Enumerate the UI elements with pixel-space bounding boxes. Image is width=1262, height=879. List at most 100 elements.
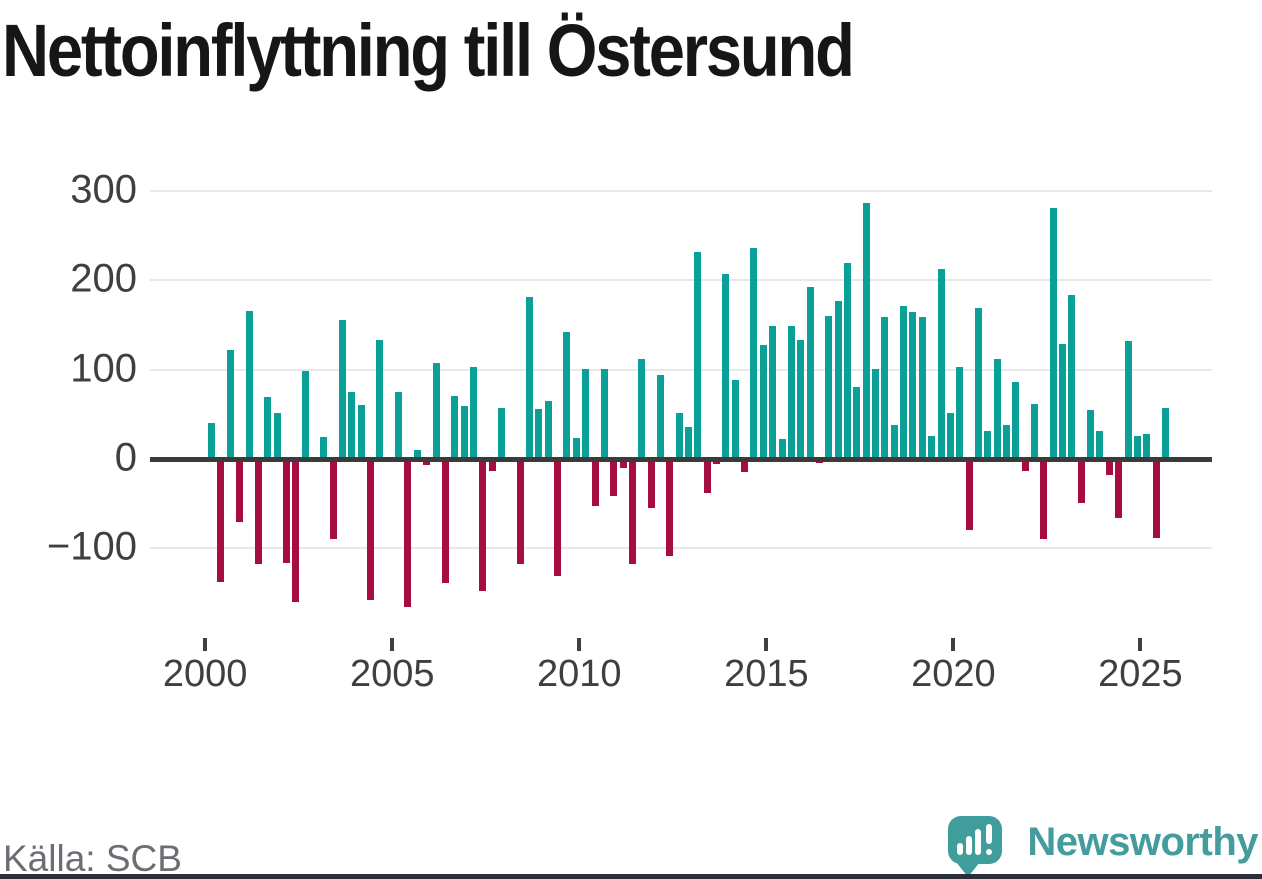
logo-exclamation-dot xyxy=(986,849,992,855)
data-bar xyxy=(881,316,889,459)
data-bar xyxy=(965,459,973,530)
data-bar xyxy=(890,425,898,459)
data-bar xyxy=(806,287,814,459)
x-axis-tick-mark xyxy=(764,638,769,651)
data-bar xyxy=(769,325,777,459)
y-axis-tick-label: 0 xyxy=(114,435,137,480)
data-bar xyxy=(1143,433,1151,459)
data-bar xyxy=(469,366,477,459)
data-bar xyxy=(367,459,375,601)
data-bar xyxy=(918,316,926,459)
logo-bar-icon xyxy=(957,843,963,855)
data-bar xyxy=(376,340,384,459)
data-bar xyxy=(1087,409,1095,459)
data-bar xyxy=(619,459,627,468)
data-bar xyxy=(900,306,908,459)
data-bar xyxy=(928,435,936,459)
data-bar xyxy=(675,413,683,459)
x-axis-tick-label: 2025 xyxy=(1098,653,1183,695)
x-axis-tick-label: 2000 xyxy=(162,653,248,695)
data-bar xyxy=(731,380,739,459)
y-gridline xyxy=(150,547,1212,550)
data-bar xyxy=(236,459,244,522)
data-bar xyxy=(526,297,534,459)
data-bar xyxy=(1021,459,1029,471)
data-bar xyxy=(563,332,571,459)
data-bar xyxy=(1133,435,1141,459)
data-bar xyxy=(1002,425,1010,459)
logo-speech-tail xyxy=(956,862,980,877)
data-bar xyxy=(264,397,272,459)
data-bar xyxy=(339,320,347,459)
data-bar xyxy=(1115,459,1123,518)
x-axis-tick-label: 2005 xyxy=(349,653,435,695)
data-bar xyxy=(825,315,833,459)
data-bar xyxy=(1105,459,1113,476)
logo-bar-icon xyxy=(975,829,981,855)
data-bar xyxy=(750,248,758,459)
data-bar xyxy=(759,344,767,459)
x-axis-tick-mark xyxy=(1138,638,1143,651)
data-bar xyxy=(544,400,552,459)
data-bar xyxy=(357,405,365,459)
source-caption: Källa: SCB xyxy=(3,838,182,879)
y-axis-tick-label: 100 xyxy=(70,345,137,390)
data-bar xyxy=(628,459,636,564)
data-bar xyxy=(1049,207,1057,459)
data-bar xyxy=(1077,459,1085,503)
logo-exclamation-icon xyxy=(986,824,992,844)
data-bar xyxy=(974,307,982,459)
data-bar xyxy=(956,366,964,459)
data-bar xyxy=(292,459,300,603)
data-bar xyxy=(993,358,1001,459)
data-bar xyxy=(329,459,337,539)
data-bar xyxy=(282,459,290,563)
y-axis-tick-label: −100 xyxy=(46,524,137,569)
data-bar xyxy=(226,349,234,459)
data-bar xyxy=(656,374,664,459)
data-bar xyxy=(395,391,403,459)
newsworthy-logo-icon xyxy=(948,816,1002,877)
data-bar xyxy=(694,251,702,459)
data-bar xyxy=(591,459,599,507)
data-bar xyxy=(610,459,618,496)
data-bar xyxy=(600,368,608,459)
data-bar xyxy=(432,363,440,459)
data-bar xyxy=(460,406,468,459)
x-axis-tick-label: 2010 xyxy=(537,653,622,695)
data-bar xyxy=(778,439,786,459)
data-bar xyxy=(722,273,730,459)
data-bar xyxy=(516,459,524,565)
data-bar xyxy=(1124,340,1132,459)
x-axis-tick-mark xyxy=(577,638,582,651)
data-bar xyxy=(479,459,487,592)
y-gridline xyxy=(150,279,1212,282)
x-axis-tick-mark xyxy=(203,638,208,651)
data-bar xyxy=(320,436,328,459)
data-bar xyxy=(245,310,253,459)
data-bar xyxy=(843,263,851,459)
data-bar xyxy=(862,203,870,459)
data-bar xyxy=(797,340,805,459)
x-axis-tick-mark xyxy=(390,638,395,651)
y-axis-tick-label: 300 xyxy=(70,167,137,212)
data-bar xyxy=(647,459,655,509)
data-bar xyxy=(441,459,449,584)
data-bar xyxy=(685,426,693,459)
x-axis-tick-label: 2015 xyxy=(724,653,809,695)
data-bar xyxy=(348,391,356,459)
logo-bar-icon xyxy=(966,836,972,855)
data-bar xyxy=(713,459,721,465)
data-bar xyxy=(1161,408,1169,459)
newsworthy-wordmark: Newsworthy xyxy=(1027,820,1258,864)
y-gridline xyxy=(150,189,1212,192)
data-bar xyxy=(1031,404,1039,459)
data-bar xyxy=(787,325,795,459)
data-bar xyxy=(301,371,309,459)
data-bar xyxy=(404,459,412,607)
data-bar xyxy=(946,413,954,459)
data-bar xyxy=(413,450,421,459)
data-bar xyxy=(254,459,262,564)
